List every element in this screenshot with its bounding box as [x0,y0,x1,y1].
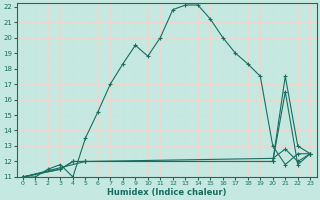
X-axis label: Humidex (Indice chaleur): Humidex (Indice chaleur) [107,188,226,197]
